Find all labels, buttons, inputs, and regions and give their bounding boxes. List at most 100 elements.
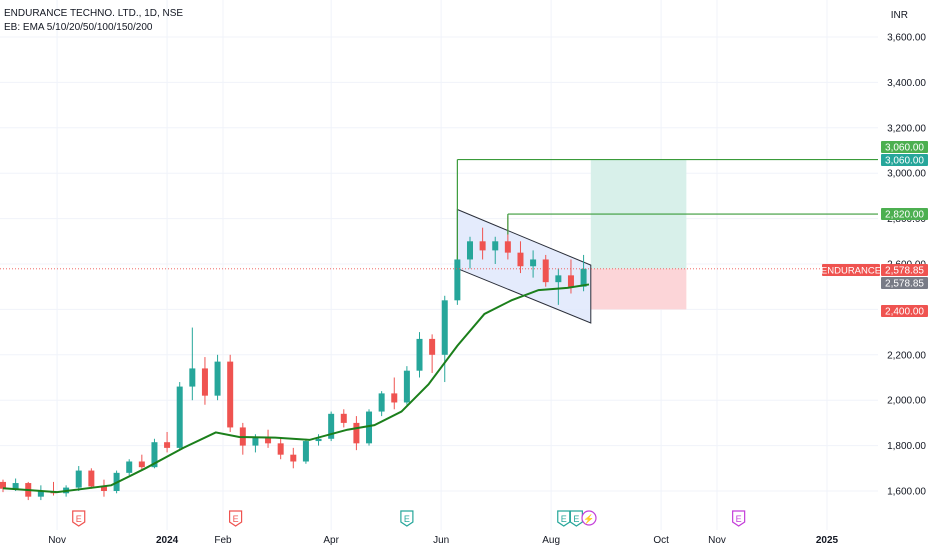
candle-body: [164, 442, 171, 448]
candle-body: [454, 259, 461, 301]
x-axis[interactable]: Nov 2024 Feb Apr Jun Aug Oct Nov 2025: [48, 535, 838, 546]
target-label-2820: 2,820.00: [885, 210, 924, 221]
currency-label[interactable]: INR: [890, 10, 908, 21]
candle-body: [517, 252, 524, 267]
event-glyph: E: [76, 514, 82, 524]
x-tick-label: Feb: [214, 535, 232, 546]
y-tick-label: 3,400.00: [887, 78, 926, 89]
event-glyph: E: [404, 514, 410, 524]
position-zones: [590, 159, 687, 310]
last-price-label-b-bg: [881, 277, 928, 289]
candle-body: [340, 413, 347, 423]
candle-body: [391, 393, 398, 403]
target-label-2820-bg: [881, 208, 928, 220]
candle-body: [429, 338, 436, 355]
earnings-event-marker: [557, 510, 571, 527]
y-tick-label: 3,000.00: [887, 169, 926, 180]
candle-body: [466, 241, 473, 260]
candle-body: [328, 413, 335, 439]
candle-body: [201, 368, 208, 396]
symbol-title[interactable]: ENDURANCE TECHNO. LTD., 1D, NSE: [4, 8, 184, 19]
candle-body: [290, 454, 297, 462]
x-tick-label: Aug: [542, 535, 560, 546]
candle-body: [189, 368, 196, 387]
earnings-event-marker: [569, 510, 583, 527]
x-tick-label: Oct: [653, 535, 669, 546]
grid: [0, 0, 878, 530]
stop-loss-label: 2,400.00: [885, 307, 924, 318]
candle-body: [504, 241, 511, 253]
y-tick-label: 2,200.00: [887, 350, 926, 361]
last-price-label-bg: [881, 264, 928, 276]
last-price-label-b: 2,578.85: [885, 279, 924, 290]
loss-zone: [590, 268, 687, 310]
ema-line: [2, 283, 590, 494]
x-tick-label: Nov: [48, 535, 66, 546]
target-label-3060-bg: [881, 141, 928, 153]
symbol-tag: ENDURANCE: [821, 266, 881, 277]
candle-body: [0, 481, 6, 489]
candle-body: [315, 438, 322, 442]
candle-body: [252, 437, 259, 446]
candle-body: [75, 470, 82, 488]
candle-body: [580, 268, 587, 287]
candle-body: [151, 442, 158, 468]
x-tick-label: 2025: [816, 535, 839, 546]
candle-body: [100, 486, 107, 491]
x-tick-label: 2024: [156, 535, 179, 546]
target-label-3060: 3,060.00: [885, 143, 924, 154]
candle-body: [441, 300, 448, 355]
earnings-event-marker: [72, 510, 86, 527]
y-tick-label: 3,600.00: [887, 33, 926, 44]
candle-body: [353, 422, 360, 444]
candle-body: [555, 275, 562, 283]
candle-body: [302, 441, 309, 462]
price-labels: 3,060.00 3,060.00 2,820.00 2,578.85 2,578.85…: [821, 141, 928, 318]
candle-body: [277, 443, 284, 455]
event-markers[interactable]: E E E E E ⚡ E: [72, 510, 746, 527]
earnings-event-marker: [228, 510, 243, 527]
event-glyph: E: [233, 514, 239, 524]
x-tick-label: Jun: [433, 535, 449, 546]
target-label-3060-b-bg: [881, 154, 928, 166]
candle-body: [12, 483, 19, 489]
target-lines[interactable]: [0, 158, 878, 270]
y-tick-label: 3,200.00: [887, 123, 926, 134]
candle-body: [492, 241, 499, 251]
candle-body: [403, 370, 410, 403]
candle-body: [366, 411, 373, 444]
target-label-3060-b: 3,060.00: [885, 156, 924, 167]
candle-body: [227, 361, 234, 428]
event-glyph: E: [736, 514, 742, 524]
candle-body: [37, 491, 44, 497]
event-glyph: E: [561, 514, 567, 524]
symbol-tag-bg: [822, 264, 880, 276]
earnings-event-marker: [732, 510, 746, 527]
y-tick-label: 1,600.00: [887, 487, 926, 498]
y-tick-label: 2,000.00: [887, 396, 926, 407]
split-event-marker: [581, 510, 597, 526]
y-tick-label: 1,800.00: [887, 441, 926, 452]
indicator-legend[interactable]: EB: EMA 5/10/20/50/100/150/200: [4, 22, 153, 33]
ema-polyline: [2, 283, 590, 494]
event-glyph: E: [573, 514, 579, 524]
candle-body: [542, 259, 549, 283]
x-tick-label: Nov: [708, 535, 726, 546]
candle-body: [88, 470, 95, 487]
candle-body: [530, 259, 537, 267]
event-glyph: ⚡: [583, 513, 594, 525]
last-price-label: 2,578.85: [885, 266, 924, 277]
candle-body: [416, 338, 423, 371]
candle-body: [378, 393, 385, 412]
candle-body: [176, 386, 183, 448]
candle-body: [479, 241, 486, 251]
x-tick-label: Apr: [323, 535, 339, 546]
stop-loss-label-bg: [881, 305, 928, 317]
earnings-event-marker: [400, 510, 414, 527]
candle-body: [138, 461, 145, 468]
candle-body: [214, 361, 221, 396]
candle-body: [567, 275, 574, 287]
candle-body: [265, 437, 272, 444]
